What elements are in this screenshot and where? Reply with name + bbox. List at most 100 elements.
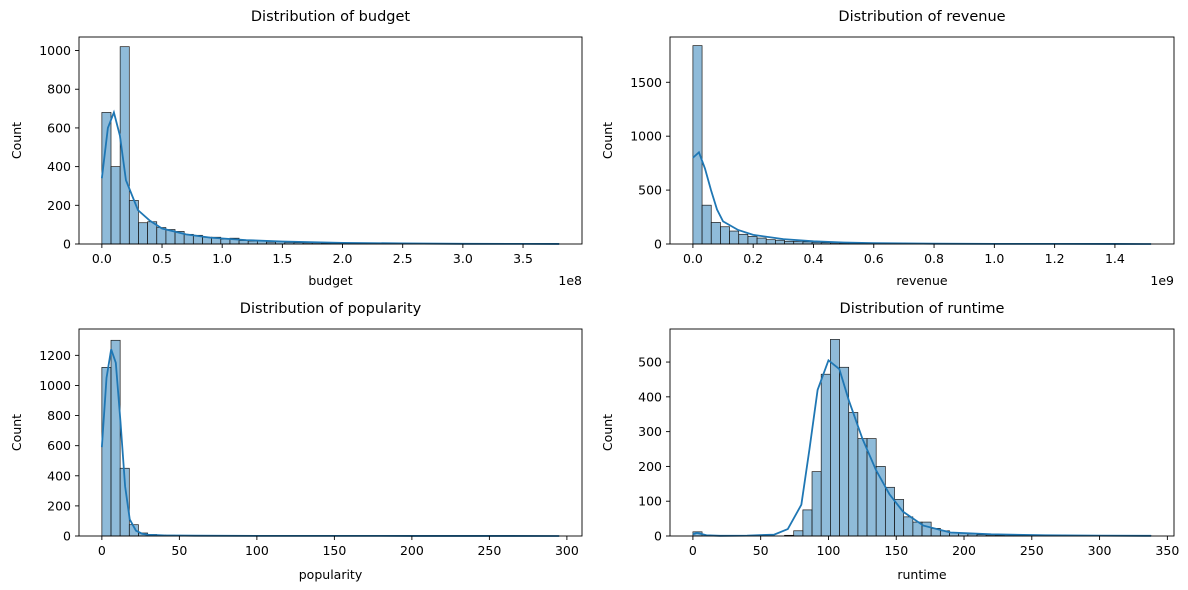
histogram-bar xyxy=(220,238,231,245)
x-tick-label: 250 xyxy=(1020,543,1044,558)
histogram-bar xyxy=(894,499,905,537)
histogram-bar xyxy=(820,373,831,537)
x-tick-label: 0 xyxy=(689,543,697,558)
x-tick-label: 1.2 xyxy=(1045,251,1065,266)
y-tick-label: 1500 xyxy=(630,75,662,90)
y-tick-label: 200 xyxy=(47,198,71,213)
kde-line xyxy=(100,349,560,537)
histogram-bar xyxy=(848,412,859,537)
histogram-bar xyxy=(775,239,785,245)
y-tick-label: 600 xyxy=(47,120,71,135)
kde-line xyxy=(692,358,1152,537)
x-tick-label: 3.5 xyxy=(513,251,533,266)
y-axis-label: Count xyxy=(600,414,615,451)
plot-frame xyxy=(669,328,1175,537)
x-offset-label: 1e8 xyxy=(558,273,582,288)
x-tick-label: 0.0 xyxy=(683,251,703,266)
x-tick-label: 150 xyxy=(884,543,908,558)
y-tick-label: 1000 xyxy=(39,378,71,393)
histogram-bar xyxy=(138,222,148,245)
x-tick-label: 0.0 xyxy=(92,251,112,266)
histogram-bar xyxy=(738,233,749,245)
y-tick-label: 400 xyxy=(47,159,71,174)
x-tick-label: 250 xyxy=(477,543,501,558)
x-axis-label: budget xyxy=(308,273,352,288)
y-axis-label: Count xyxy=(9,122,24,159)
x-tick-label: 2.0 xyxy=(333,251,353,266)
y-tick-label: 0 xyxy=(63,529,71,544)
histogram-bar xyxy=(101,112,112,245)
x-axis-label: runtime xyxy=(897,567,947,582)
histogram-bar xyxy=(857,438,868,537)
plot-frame xyxy=(669,36,1175,245)
histogram-bar xyxy=(921,521,932,537)
y-tick-label: 400 xyxy=(638,389,662,404)
plot-frame xyxy=(78,328,583,537)
y-tick-label: 0 xyxy=(654,237,662,252)
y-tick-label: 1200 xyxy=(39,348,71,363)
y-tick-label: 200 xyxy=(638,459,662,474)
y-tick-label: 1000 xyxy=(630,129,662,144)
x-tick-label: 350 xyxy=(1155,543,1179,558)
subplot-revenue: Distribution of revenue 0.0 0.2 0.4 0.6 0.8 1… xyxy=(600,9,1175,288)
histogram-bar xyxy=(110,166,121,245)
histogram-bar xyxy=(701,204,712,245)
x-tick-label: 0.6 xyxy=(864,251,884,266)
x-axis-label: revenue xyxy=(896,273,947,288)
y-tick-label: 100 xyxy=(638,494,662,509)
x-tick-label: 0 xyxy=(98,543,106,558)
x-tick-label: 2.5 xyxy=(393,251,413,266)
x-tick-label: 0.5 xyxy=(152,251,172,266)
subplot-popularity: Distribution of popularity 0 50 100 150 200 2… xyxy=(9,301,583,582)
y-tick-label: 300 xyxy=(638,424,662,439)
y-tick-label: 0 xyxy=(654,529,662,544)
plot-frame xyxy=(78,36,583,245)
x-tick-label: 1.5 xyxy=(272,251,292,266)
x-tick-label: 300 xyxy=(1088,543,1112,558)
x-tick-label: 3.0 xyxy=(453,251,473,266)
y-tick-label: 500 xyxy=(638,183,662,198)
x-tick-label: 200 xyxy=(400,543,424,558)
y-tick-label: 200 xyxy=(47,498,71,513)
chart-title: Distribution of budget xyxy=(251,9,411,25)
x-tick-label: 1.0 xyxy=(212,251,232,266)
x-axis-label: popularity xyxy=(299,567,363,582)
subplot-budget: Distribution of budget 0.0 0.5 1.0 1.5 2.0 2.… xyxy=(9,9,583,288)
y-tick-label: 1000 xyxy=(39,43,71,58)
x-tick-label: 200 xyxy=(952,543,976,558)
histogram-bar xyxy=(710,222,721,245)
x-tick-label: 300 xyxy=(555,543,579,558)
y-axis-label: Count xyxy=(9,414,24,451)
y-tick-label: 800 xyxy=(47,408,71,423)
y-tick-label: 400 xyxy=(47,468,71,483)
x-offset-label: 1e9 xyxy=(1150,273,1174,288)
histogram-bar xyxy=(729,230,740,245)
kde-line xyxy=(692,150,1152,245)
kde-line xyxy=(100,109,560,245)
y-tick-label: 800 xyxy=(47,82,71,97)
histogram-bar xyxy=(756,237,767,245)
x-tick-label: 1.0 xyxy=(984,251,1004,266)
histogram-bar xyxy=(811,471,822,537)
y-tick-label: 600 xyxy=(47,438,71,453)
x-tick-label: 100 xyxy=(245,543,269,558)
subplot-runtime: Distribution of runtime 0 50 100 150 200 250 3… xyxy=(600,301,1179,582)
chart-title: Distribution of revenue xyxy=(838,9,1005,25)
y-tick-label: 500 xyxy=(638,355,662,370)
x-tick-label: 1.4 xyxy=(1105,251,1125,266)
x-tick-label: 150 xyxy=(322,543,346,558)
x-tick-label: 0.8 xyxy=(924,251,944,266)
histogram-bar xyxy=(802,509,813,537)
chart-title: Distribution of runtime xyxy=(840,301,1005,317)
x-tick-label: 0.4 xyxy=(804,251,824,266)
histogram-bar xyxy=(720,226,730,245)
y-tick-label: 0 xyxy=(63,237,71,252)
x-tick-label: 100 xyxy=(817,543,841,558)
histogram-bar xyxy=(747,236,758,245)
x-tick-label: 50 xyxy=(753,543,769,558)
x-tick-label: 50 xyxy=(171,543,187,558)
y-axis-label: Count xyxy=(600,122,615,159)
histogram-bar xyxy=(692,45,703,245)
chart-title: Distribution of popularity xyxy=(240,301,422,317)
